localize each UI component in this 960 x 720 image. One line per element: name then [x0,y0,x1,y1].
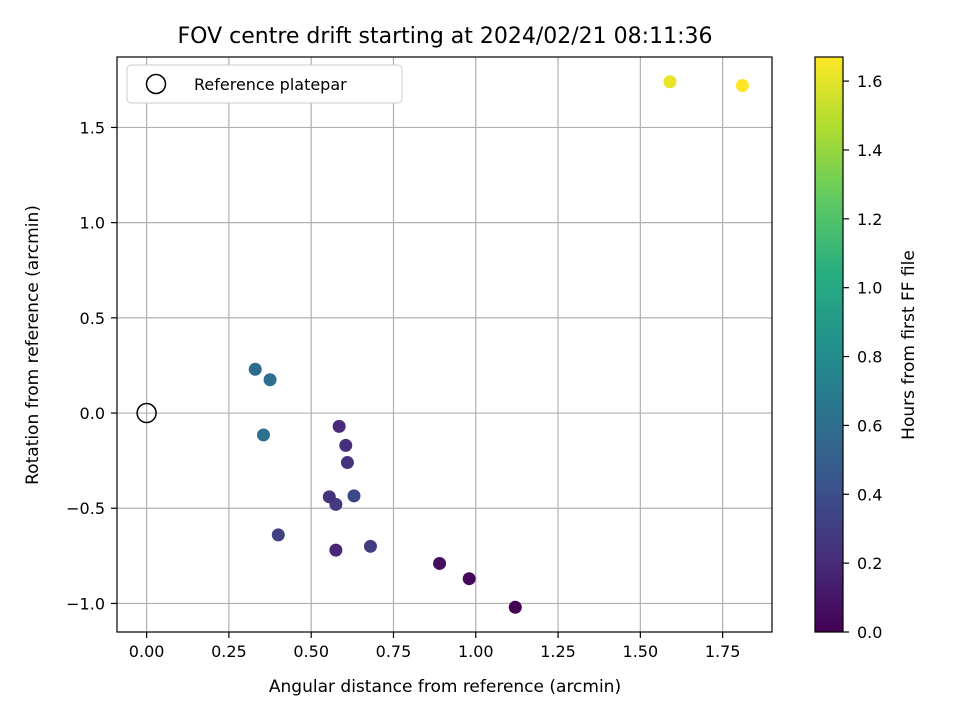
colorbar-tick-label: 1.4 [857,141,882,160]
y-tick-label: 0.5 [80,309,105,328]
legend: Reference platepar [126,64,403,104]
x-tick-label: 0.25 [211,642,247,661]
y-axis-label: Rotation from reference (arcmin) [23,205,43,485]
grid [117,57,772,632]
data-point [339,438,353,452]
y-axis: 1.5 1.0 0.5 0.0 −0.5 −1.0 [66,118,117,613]
data-point [263,373,277,387]
data-point [508,600,522,614]
data-point [256,428,270,442]
data-point [663,75,677,89]
x-tick-label: 1.00 [458,642,494,661]
data-point [332,419,346,433]
chart-title: FOV centre drift starting at 2024/02/21 … [178,24,713,49]
colorbar-gradient [814,56,844,633]
data-point [433,556,447,570]
plot-frame [116,56,773,633]
data-points [136,75,749,614]
legend-marker-reference [145,73,167,95]
colorbar-ticks: 0.0 0.2 0.4 0.6 0.8 1.0 1.2 1.4 1.6 [843,72,882,642]
legend-box [126,64,403,104]
x-axis-label: Angular distance from reference (arcmin) [269,677,621,697]
y-tick-label: −0.5 [66,499,105,518]
data-point [340,456,354,470]
data-point [363,539,377,553]
colorbar-tick-label: 1.0 [857,279,882,298]
colorbar-tick-label: 0.6 [857,416,882,435]
colorbar-label: Hours from first FF file [899,250,919,440]
x-tick-label: 0.75 [376,642,412,661]
x-axis: 0.00 0.25 0.50 0.75 1.00 1.25 1.50 1.75 [129,632,741,661]
x-tick-label: 0.50 [293,642,329,661]
data-point [347,489,361,503]
colorbar-tick-label: 1.2 [857,210,882,229]
colorbar-tick-label: 0.4 [857,485,882,504]
data-point [322,490,336,504]
data-point [735,79,749,93]
colorbar-tick-label: 1.6 [857,72,882,91]
data-point [271,528,285,542]
x-tick-label: 1.75 [705,642,741,661]
y-tick-label: −1.0 [66,594,105,613]
y-tick-label: 1.5 [80,118,105,137]
colorbar-tick-label: 0.2 [857,554,882,573]
x-tick-label: 1.50 [623,642,659,661]
x-tick-label: 1.25 [540,642,576,661]
reference-point [136,402,157,424]
x-tick-label: 0.00 [129,642,165,661]
y-tick-label: 1.0 [80,214,105,233]
data-point [329,543,343,557]
data-point [462,572,476,586]
colorbar-tick-label: 0.8 [857,348,882,367]
colorbar-tick-label: 0.0 [857,623,882,642]
data-point [248,362,262,376]
y-tick-label: 0.0 [80,404,105,423]
colorbar: 0.0 0.2 0.4 0.6 0.8 1.0 1.2 1.4 1.6 Hours from f… [814,56,919,642]
legend-label: Reference platepar [194,75,347,94]
